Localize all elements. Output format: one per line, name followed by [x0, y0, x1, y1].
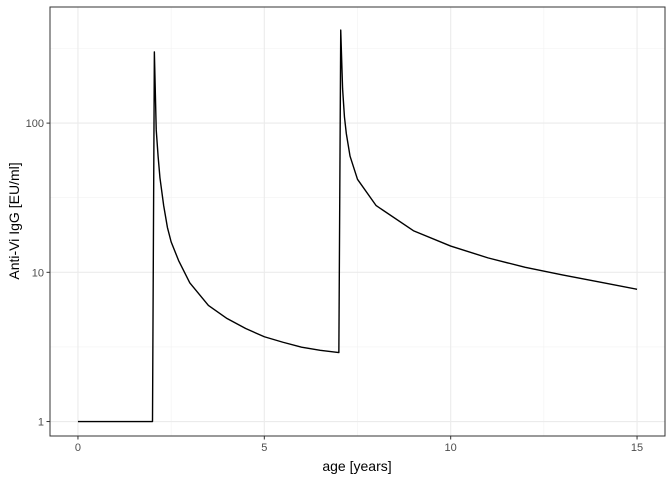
- y-tick-label: 1: [38, 417, 44, 429]
- x-tick-label: 15: [631, 442, 643, 454]
- series-group: [77, 29, 638, 423]
- x-tick-label: 10: [445, 442, 457, 454]
- x-tick-label: 0: [75, 442, 81, 454]
- x-tick-label: 5: [261, 442, 267, 454]
- x-axis-title: age [years]: [322, 458, 391, 474]
- y-axis-title: Anti-Vi IgG [EU/ml]: [6, 162, 22, 279]
- axes: 0 5 10 15 1 10 100: [26, 118, 644, 454]
- series-line: [77, 29, 638, 423]
- plot-panel-border: [49, 6, 666, 437]
- y-tick-label: 10: [32, 267, 44, 279]
- y-tick-label: 100: [26, 118, 44, 130]
